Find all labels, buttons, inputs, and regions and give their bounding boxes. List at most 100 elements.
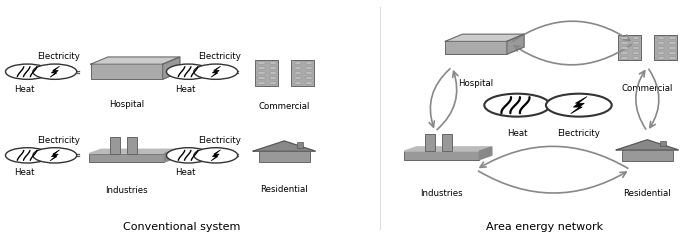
Polygon shape <box>479 147 492 160</box>
FancyBboxPatch shape <box>255 60 277 86</box>
FancyBboxPatch shape <box>621 52 628 54</box>
FancyBboxPatch shape <box>295 82 301 84</box>
FancyBboxPatch shape <box>295 62 301 64</box>
Polygon shape <box>445 34 524 41</box>
Polygon shape <box>616 140 678 150</box>
FancyBboxPatch shape <box>621 47 628 49</box>
FancyBboxPatch shape <box>633 42 639 44</box>
Text: Industries: Industries <box>421 189 463 198</box>
FancyBboxPatch shape <box>621 37 628 39</box>
FancyBboxPatch shape <box>658 47 664 49</box>
Circle shape <box>194 148 238 163</box>
FancyBboxPatch shape <box>270 77 276 79</box>
FancyBboxPatch shape <box>306 82 312 84</box>
Text: Heat: Heat <box>14 168 34 178</box>
Text: Hospital: Hospital <box>109 100 145 109</box>
FancyBboxPatch shape <box>658 42 664 44</box>
FancyBboxPatch shape <box>669 57 675 59</box>
FancyBboxPatch shape <box>306 67 312 69</box>
FancyBboxPatch shape <box>425 134 435 151</box>
Text: Industries: Industries <box>105 186 148 196</box>
FancyBboxPatch shape <box>660 141 667 146</box>
Circle shape <box>194 64 238 79</box>
Circle shape <box>33 148 77 163</box>
FancyBboxPatch shape <box>258 62 265 64</box>
FancyBboxPatch shape <box>89 154 164 162</box>
FancyBboxPatch shape <box>258 72 265 74</box>
Polygon shape <box>253 141 315 151</box>
FancyBboxPatch shape <box>669 37 675 39</box>
Polygon shape <box>571 97 587 114</box>
FancyBboxPatch shape <box>110 137 120 154</box>
FancyBboxPatch shape <box>669 47 675 49</box>
FancyBboxPatch shape <box>633 57 639 59</box>
FancyBboxPatch shape <box>258 67 265 69</box>
Polygon shape <box>164 149 177 162</box>
FancyBboxPatch shape <box>658 52 664 54</box>
FancyBboxPatch shape <box>270 82 276 84</box>
FancyBboxPatch shape <box>618 35 640 60</box>
Polygon shape <box>211 150 221 161</box>
Text: Commercial: Commercial <box>621 84 673 93</box>
Circle shape <box>5 64 49 79</box>
FancyBboxPatch shape <box>633 37 639 39</box>
Text: Heat: Heat <box>175 168 195 178</box>
FancyBboxPatch shape <box>658 37 664 39</box>
Text: Heat: Heat <box>507 129 527 138</box>
FancyBboxPatch shape <box>654 35 677 60</box>
Text: Electricity: Electricity <box>37 52 79 61</box>
FancyBboxPatch shape <box>621 150 673 161</box>
Polygon shape <box>89 149 177 154</box>
Text: Conventional system: Conventional system <box>123 222 240 232</box>
FancyBboxPatch shape <box>90 64 163 79</box>
FancyBboxPatch shape <box>404 151 480 160</box>
Circle shape <box>166 64 210 79</box>
FancyBboxPatch shape <box>270 62 276 64</box>
Text: Hospital: Hospital <box>458 79 494 88</box>
Text: Commercial: Commercial <box>258 102 310 111</box>
Circle shape <box>546 94 612 117</box>
FancyBboxPatch shape <box>127 137 136 154</box>
FancyBboxPatch shape <box>442 134 452 151</box>
Circle shape <box>33 64 77 79</box>
FancyBboxPatch shape <box>669 52 675 54</box>
Circle shape <box>166 148 210 163</box>
Circle shape <box>484 94 550 117</box>
FancyBboxPatch shape <box>621 42 628 44</box>
FancyBboxPatch shape <box>633 47 639 49</box>
FancyBboxPatch shape <box>270 67 276 69</box>
FancyBboxPatch shape <box>306 62 312 64</box>
Polygon shape <box>50 150 60 161</box>
FancyBboxPatch shape <box>295 67 301 69</box>
Text: Electricity: Electricity <box>37 136 79 145</box>
Text: Electricity: Electricity <box>198 136 240 145</box>
Text: Electricity: Electricity <box>198 52 240 61</box>
FancyBboxPatch shape <box>306 77 312 79</box>
FancyBboxPatch shape <box>633 52 639 54</box>
Polygon shape <box>90 57 179 64</box>
FancyBboxPatch shape <box>658 57 664 59</box>
FancyBboxPatch shape <box>258 77 265 79</box>
FancyBboxPatch shape <box>297 142 303 147</box>
Polygon shape <box>507 34 524 54</box>
Text: Heat: Heat <box>14 85 34 94</box>
Text: Residential: Residential <box>260 185 308 194</box>
FancyBboxPatch shape <box>621 57 628 59</box>
Text: Electricity: Electricity <box>558 129 600 138</box>
Polygon shape <box>50 66 60 77</box>
Polygon shape <box>211 66 221 77</box>
FancyBboxPatch shape <box>445 41 507 54</box>
FancyBboxPatch shape <box>669 42 675 44</box>
Text: Residential: Residential <box>623 189 671 198</box>
FancyBboxPatch shape <box>258 82 265 84</box>
FancyBboxPatch shape <box>258 151 310 162</box>
FancyBboxPatch shape <box>306 72 312 74</box>
Polygon shape <box>404 147 492 151</box>
Polygon shape <box>163 57 179 79</box>
FancyBboxPatch shape <box>270 72 276 74</box>
FancyBboxPatch shape <box>295 72 301 74</box>
Text: Area energy network: Area energy network <box>486 222 603 232</box>
FancyBboxPatch shape <box>295 77 301 79</box>
FancyBboxPatch shape <box>291 60 314 86</box>
Circle shape <box>5 148 49 163</box>
